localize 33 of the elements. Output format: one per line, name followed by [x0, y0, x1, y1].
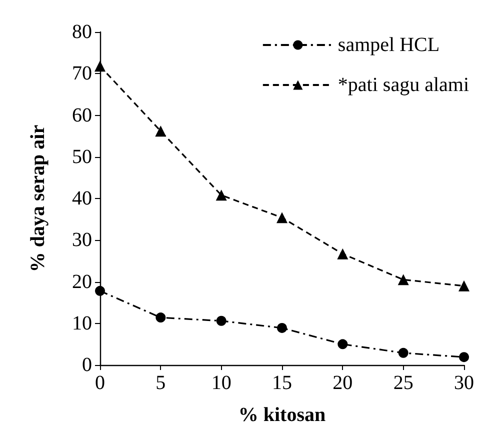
x-tick-label: 20 [332, 372, 353, 394]
point [398, 274, 409, 286]
legend-label: *pati sagu alami [338, 74, 470, 96]
y-tick-label: 50 [72, 146, 92, 168]
point [95, 286, 105, 296]
point [276, 212, 288, 224]
x-tick-label: 5 [156, 372, 166, 394]
point [216, 190, 227, 201]
y-tick-label: 40 [72, 188, 92, 210]
x-axis-title: % kitosan [238, 404, 326, 426]
x-tick-label: 10 [211, 372, 232, 394]
point [156, 312, 166, 323]
y-tick-label: 70 [72, 62, 92, 85]
y-axis-title: % daya serap air [27, 124, 49, 272]
point [458, 280, 470, 292]
point [398, 348, 408, 358]
point [337, 248, 348, 260]
y-tick-label: 30 [72, 229, 92, 252]
point [338, 339, 348, 350]
point [277, 322, 287, 333]
y-tick-label: 20 [72, 270, 92, 293]
point [216, 316, 226, 326]
y-tick-label: 0 [82, 354, 92, 376]
y-tick-label: 60 [72, 104, 92, 126]
point [155, 126, 166, 137]
x-tick-label: 15 [272, 372, 292, 394]
point [94, 60, 106, 72]
x-tick-label: 30 [454, 372, 474, 394]
y-tick-label: 80 [72, 21, 92, 43]
point [459, 352, 469, 362]
legend-label: sampel HCL [338, 34, 440, 56]
y-tick-label: 10 [72, 312, 92, 334]
x-tick-label: 25 [393, 372, 414, 394]
